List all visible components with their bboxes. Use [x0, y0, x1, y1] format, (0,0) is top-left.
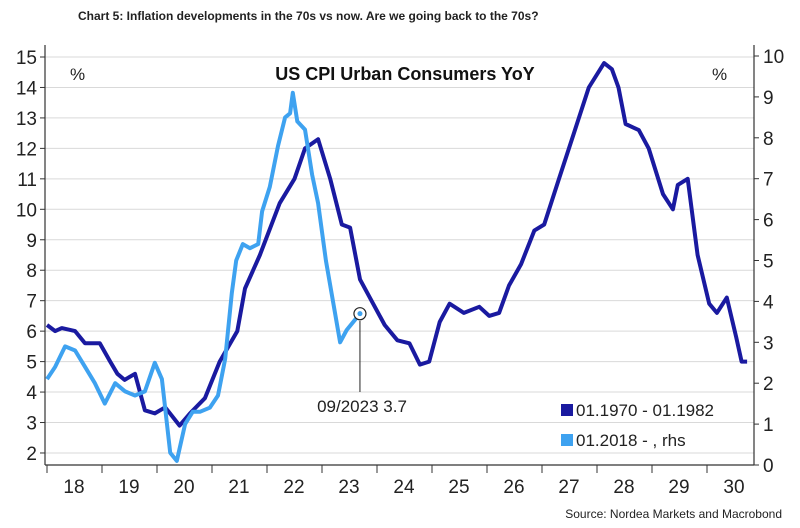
- x-tick-label: 26: [503, 477, 524, 498]
- left-tick-label: 14: [16, 78, 38, 99]
- right-tick-label: 2: [763, 374, 774, 395]
- annotation: 09/2023 3.7: [317, 307, 407, 416]
- right-tick-label: 9: [763, 88, 774, 109]
- x-tick-label: 28: [613, 477, 634, 498]
- source-note: Source: Nordea Markets and Macrobond: [565, 507, 782, 521]
- right-tick-label: 5: [763, 252, 774, 273]
- left-tick-label: 12: [16, 139, 37, 160]
- right-tick-label: 1: [763, 415, 774, 436]
- x-tick-label: 25: [448, 477, 469, 498]
- legend-label-light: 01.2018 - , rhs: [576, 431, 686, 450]
- right-tick-label: 7: [763, 170, 774, 191]
- left-tick-label: 15: [16, 48, 37, 69]
- x-tick-label: 20: [173, 477, 194, 498]
- x-tick-label: 19: [118, 477, 139, 498]
- left-tick-label: 8: [26, 261, 37, 282]
- annotation-label: 09/2023 3.7: [317, 397, 407, 416]
- right-unit-label: %: [712, 65, 727, 84]
- left-tick-label: 13: [16, 109, 37, 130]
- right-tick-label: 6: [763, 211, 774, 232]
- legend-swatch-light: [561, 434, 573, 446]
- gridlines: [45, 56, 754, 454]
- right-tick-label: 10: [763, 47, 784, 68]
- right-tick-label: 3: [763, 333, 774, 354]
- left-tick-label: 7: [26, 292, 37, 313]
- series-lines: [45, 61, 748, 463]
- chart-title: US CPI Urban Consumers YoY: [275, 64, 534, 84]
- left-tick-label: 4: [26, 383, 37, 404]
- legend-swatch-dark: [561, 404, 573, 416]
- left-tick-label: 6: [26, 322, 37, 343]
- x-tick-label: 30: [723, 477, 744, 498]
- annotation-point: [357, 311, 363, 317]
- legend-label-dark: 01.1970 - 01.1982: [576, 401, 714, 420]
- right-tick-label: 4: [763, 292, 774, 313]
- x-tick-label: 18: [63, 477, 84, 498]
- right-tick-label: 0: [763, 456, 774, 477]
- series-line-2018-rhs: [45, 90, 362, 463]
- left-tick-label: 5: [26, 353, 37, 374]
- x-tick-label: 29: [668, 477, 689, 498]
- series-line-1970-1982: [45, 61, 748, 428]
- left-unit-label: %: [70, 65, 85, 84]
- x-tick-label: 22: [283, 477, 304, 498]
- left-tick-label: 3: [26, 414, 37, 435]
- right-tick-label: 8: [763, 129, 774, 150]
- left-tick-label: 10: [16, 200, 37, 221]
- x-tick-label: 21: [228, 477, 249, 498]
- x-tick-label: 27: [558, 477, 579, 498]
- chart-caption: Chart 5: Inflation developments in the 7…: [78, 9, 539, 23]
- x-tick-label: 24: [393, 477, 415, 498]
- left-tick-label: 9: [26, 231, 37, 252]
- legend: 01.1970 - 01.1982 01.2018 - , rhs: [561, 401, 714, 450]
- left-tick-label: 2: [26, 444, 37, 465]
- left-tick-label: 11: [17, 170, 37, 191]
- x-tick-label: 23: [338, 477, 359, 498]
